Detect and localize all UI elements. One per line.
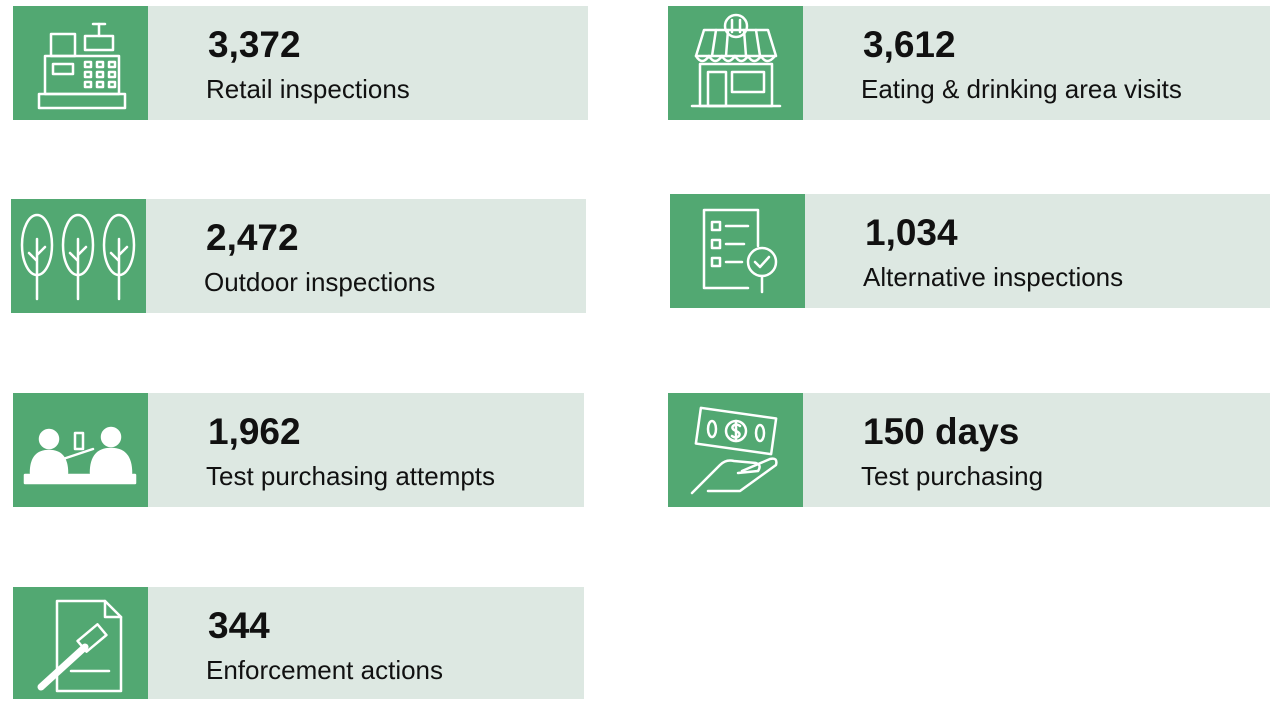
money-hand-icon	[668, 393, 803, 507]
stat-label: Test purchasing attempts	[206, 461, 496, 491]
cash-register-icon	[13, 6, 148, 120]
stat-value: 1,034	[865, 212, 958, 253]
stat-value: 1,962	[208, 411, 301, 452]
stat-value: 150 days	[863, 411, 1020, 452]
counter-icon	[13, 393, 148, 507]
stat-card: 3,612 Eating & drinking area visits	[668, 6, 1270, 120]
stat-label: Alternative inspections	[863, 262, 1124, 292]
stat-value: 3,612	[863, 24, 956, 65]
stat-label: Outdoor inspections	[204, 267, 436, 297]
stat-label: Enforcement actions	[206, 655, 444, 685]
stat-value: 344	[208, 605, 270, 646]
stat-label: Test purchasing	[861, 461, 1044, 491]
stat-label: Retail inspections	[206, 74, 410, 104]
stat-card: 1,034 Alternative inspections	[670, 194, 1270, 308]
checklist-icon	[670, 194, 805, 308]
stat-card: 150 days Test purchasing	[668, 393, 1270, 507]
stat-value: 2,472	[206, 217, 299, 258]
shop-icon	[668, 6, 803, 120]
stat-card: 3,372 Retail inspections	[13, 6, 588, 120]
stat-card: 344 Enforcement actions	[13, 587, 584, 699]
stat-value: 3,372	[208, 24, 301, 65]
stat-label: Eating & drinking area visits	[861, 74, 1182, 104]
stat-card: 2,472 Outdoor inspections	[11, 199, 586, 313]
trees-icon	[11, 199, 146, 313]
gavel-document-icon	[13, 587, 148, 699]
stat-card: 1,962 Test purchasing attempts	[13, 393, 584, 507]
